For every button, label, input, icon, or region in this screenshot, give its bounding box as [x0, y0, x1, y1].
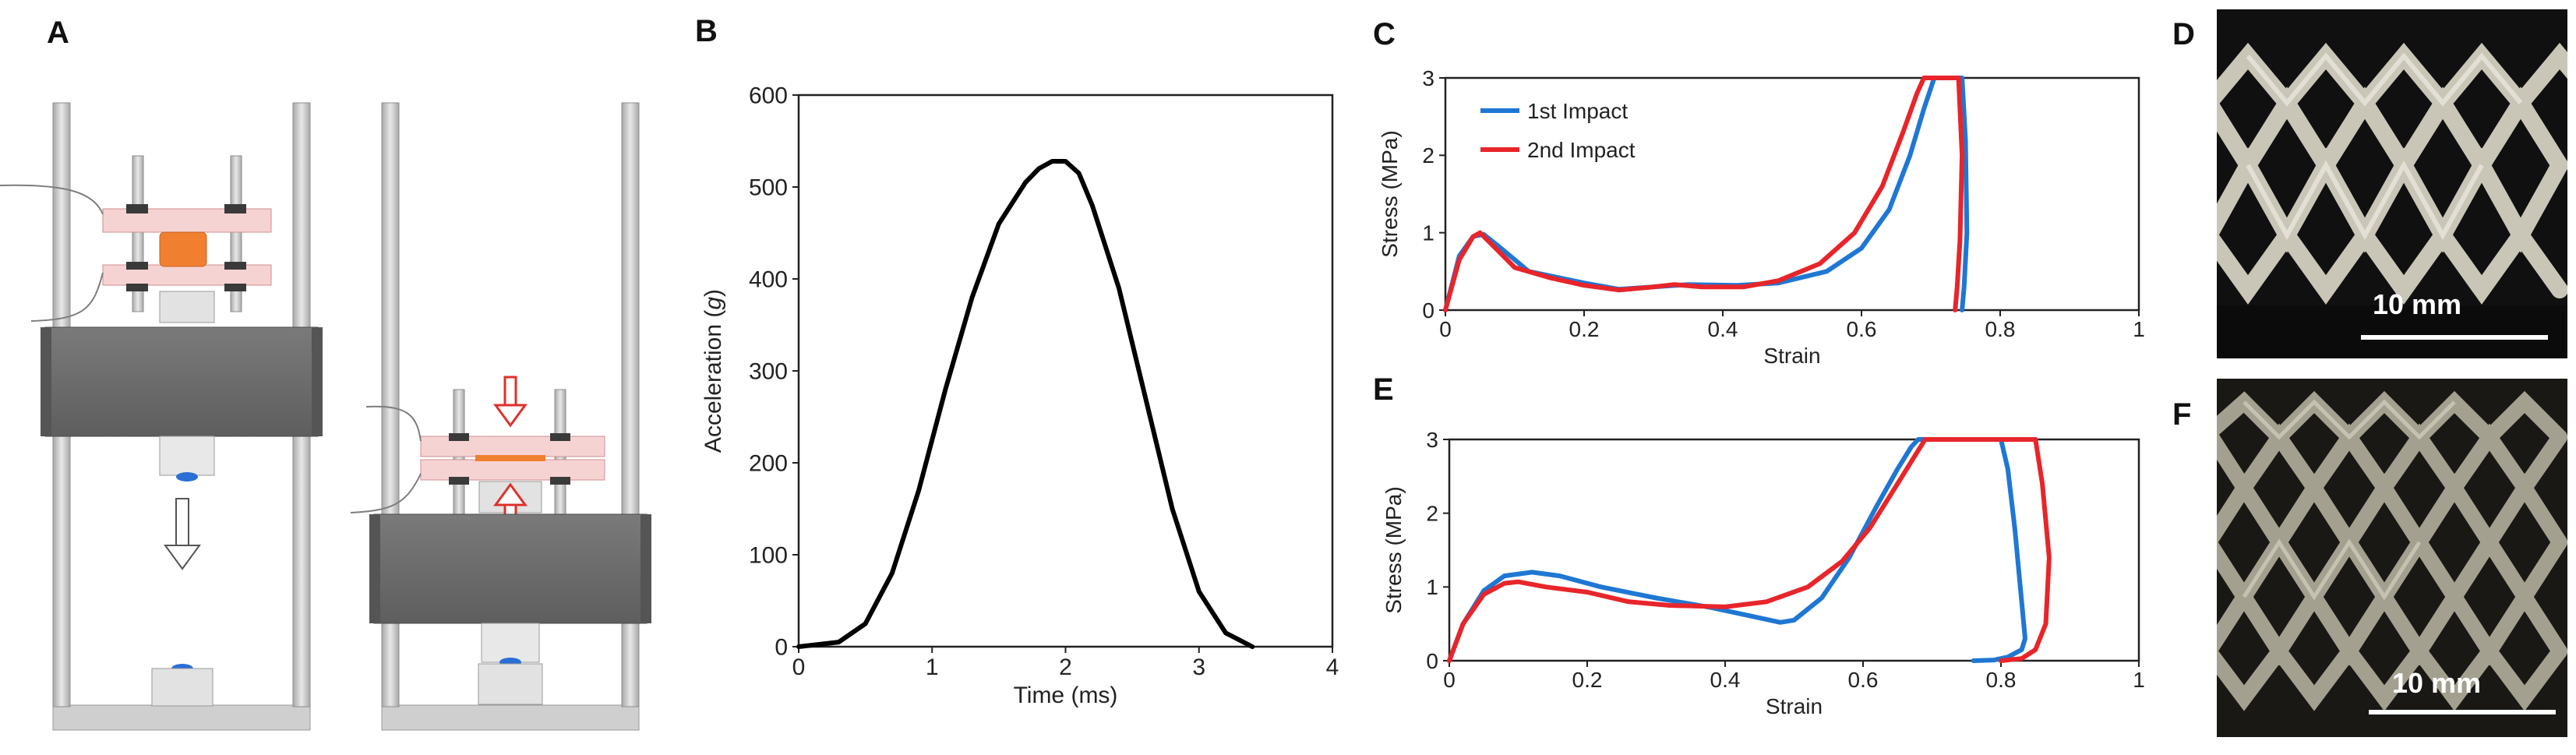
chart-c-y-tick-label: 2 [1422, 143, 1434, 168]
panel-label-f: F [2172, 397, 2192, 432]
chart-e-x-tick-label: 0.8 [1986, 668, 2017, 692]
down-arrow-red-icon [493, 376, 528, 428]
scale-text-d: 10 mm [2373, 288, 2462, 320]
chart-b-y-tick-label: 500 [749, 175, 788, 201]
chart-b-y-axis-label: Acceleration (g) [700, 289, 726, 453]
chart-e-y-tick-label: 0 [1426, 649, 1438, 673]
chart-b-y-tick-label: 100 [749, 543, 788, 569]
chart-c-plot-frame [1444, 76, 2140, 312]
drop-mass-block [44, 326, 319, 437]
chart-b-x-tick-label: 0 [792, 654, 806, 680]
chart-e-y-tick-label: 1 [1426, 575, 1438, 599]
chart-e-x-tick-label: 0.6 [1848, 668, 1879, 692]
chart-e-x-tick-label: 0.2 [1572, 668, 1603, 692]
chart-c-y-tick-label: 3 [1422, 66, 1434, 90]
chart-b-y-tick-label: 200 [749, 451, 788, 477]
chart-b-x-axis-label: Time (ms) [1014, 683, 1118, 708]
lattice-photo-d: 10 mm [2217, 9, 2567, 358]
chart-c-x-tick-label: 0.4 [1708, 317, 1738, 341]
chart-e-series-1st-impact [1447, 437, 2027, 663]
drop-tower-schematic [0, 102, 651, 731]
panel-label-b: B [695, 14, 718, 48]
base-plate [52, 704, 311, 731]
panel-label-a: A [47, 16, 69, 50]
chart-c-y-axis-label: Stress (MPa) [1378, 130, 1402, 257]
chart-b-x-tick-label: 2 [1059, 654, 1072, 680]
chart-e-y-axis-label: Stress (MPa) [1382, 486, 1406, 613]
orange-sample [159, 231, 207, 267]
scale-bar-d [2361, 335, 2548, 340]
chart-c-series-2nd-impact [1443, 76, 1965, 312]
lattice-structure-crushed-image [2217, 379, 2567, 737]
chart-c-x-tick-label: 0.8 [1985, 317, 2016, 341]
chart-c-x-tick-label: 0 [1439, 317, 1452, 341]
anvil-block [151, 668, 213, 707]
chart-c-legend-label: 1st Impact [1527, 99, 1628, 123]
chart-b-y-tick-label: 300 [749, 359, 788, 385]
chart-c-series-1st-impact [1443, 76, 1970, 312]
chart-b-y-tick-label: 600 [749, 83, 788, 109]
chart-b-series-acceleration [796, 159, 1255, 649]
chart-b-y-tick-label: 0 [775, 635, 788, 661]
chart-c-x-axis-label: Strain [1763, 344, 1820, 368]
lattice-structure-image [2217, 9, 2567, 358]
downward-arrow-icon [164, 498, 201, 570]
chart-c-x-tick-label: 0.6 [1847, 317, 1877, 341]
chart-c-x-tick-label: 1 [2133, 317, 2145, 341]
pre-impact-assembly [0, 102, 323, 731]
chart-b-x-tick-label: 4 [1326, 654, 1339, 680]
chart-b-x-tick-label: 1 [926, 654, 939, 680]
panel-label-c: C [1373, 17, 1396, 51]
chart-c-y-tick-label: 1 [1422, 221, 1434, 245]
chart-e-x-tick-label: 0.4 [1710, 668, 1741, 692]
chart-e-plot-frame [1448, 438, 2140, 662]
chart-e-y-tick-label: 2 [1426, 501, 1438, 525]
chart-b-x-tick-label: 3 [1192, 654, 1205, 680]
chart-e-x-tick-label: 1 [2133, 668, 2145, 692]
panel-label-d: D [2172, 17, 2195, 51]
chart-e-y-tick-label: 3 [1426, 428, 1438, 452]
impact-assembly [350, 102, 651, 731]
scale-text-f: 10 mm [2392, 667, 2482, 699]
chart-e-series-2nd-impact [1447, 437, 2052, 663]
lattice-photo-f: 10 mm [2217, 379, 2567, 737]
chart-c-x-tick-label: 0.2 [1569, 317, 1600, 341]
chart-c-legend-label: 2nd Impact [1527, 138, 1636, 162]
chart-c-y-tick-label: 0 [1422, 298, 1434, 323]
chart-e-x-axis-label: Strain [1766, 694, 1823, 718]
scale-bar-f [2369, 710, 2556, 714]
chart-e-x-tick-label: 0 [1443, 668, 1456, 692]
chart-b-y-tick-label: 400 [749, 267, 788, 293]
panel-label-e: E [1373, 372, 1394, 407]
